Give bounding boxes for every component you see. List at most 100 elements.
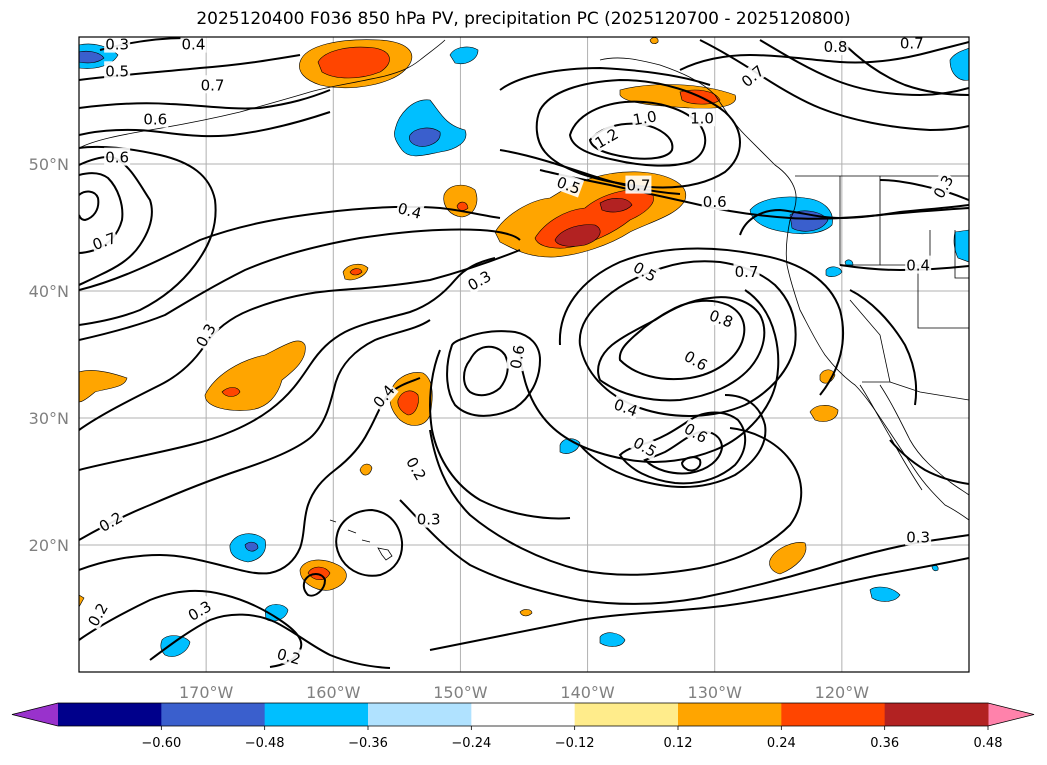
contour-label-bg (822, 37, 849, 56)
pv-contour (149, 613, 391, 669)
axis-tick-labels: 170°W 160°W 150°W 140°W 130°W 120°W 20°N 30°N 40… (29, 155, 870, 702)
pv-contour (79, 145, 217, 326)
contour-label-group: 0.7 (898, 34, 925, 52)
colorbar-tick-label: −0.36 (348, 736, 388, 751)
contour-label-bg (610, 393, 642, 420)
precip-positive-area (79, 594, 85, 608)
pv-contour (588, 122, 674, 160)
lat-tick-label: 20°N (29, 536, 69, 555)
pv-contour (79, 257, 496, 471)
lat-tick-label: 50°N (29, 155, 69, 174)
contour-label-bg (104, 147, 131, 166)
contour-label-bg (736, 60, 768, 91)
colorbar: −0.60 −0.48 −0.36 −0.24 −0.12 0.12 0.24 0.36 0.4… (11, 702, 1035, 751)
contour-label-group: 1.0 (630, 106, 659, 129)
contour-label-bg (629, 432, 662, 461)
colorbar-tick-label: 0.24 (767, 736, 796, 751)
contour-label-group: 0.2 (274, 643, 304, 669)
contour-label-bg (630, 106, 659, 129)
colorbar-segment (678, 703, 782, 726)
precip-positive-area (359, 463, 373, 476)
pv-contour (79, 249, 521, 431)
state-border (849, 299, 891, 383)
lon-tick-label: 170°W (179, 683, 234, 702)
hawaii-islands (329, 519, 393, 561)
pv-contours (79, 37, 969, 669)
contour-label-bg (394, 197, 425, 223)
precip-negative-area (244, 541, 259, 552)
alaska-panhandle-coastline (599, 57, 797, 221)
precip-positive-area (79, 370, 128, 403)
contour-label-bg (142, 109, 169, 128)
precip-negative-area (409, 127, 441, 147)
state-border (839, 176, 881, 266)
contour-label: 1.0 (690, 109, 714, 127)
us-mexico-border (862, 381, 969, 401)
gulf-of-california-coast (879, 384, 969, 496)
north-america-west-coastline (785, 219, 969, 521)
pv-contour (597, 296, 766, 402)
contour-label: 0.4 (181, 36, 205, 54)
pv-contour (578, 260, 797, 417)
colorbar-tick-label: 0.36 (870, 736, 899, 751)
contour-label-bg (274, 643, 304, 668)
precip-positive-area (317, 46, 390, 79)
pv-contour (558, 247, 844, 396)
contour-label-bg (82, 598, 112, 631)
contour-label-group: 0.6 (505, 342, 529, 372)
pv-contour (680, 456, 702, 472)
colorbar-tick-label: −0.60 (141, 736, 181, 751)
lon-tick-label: 120°W (815, 683, 870, 702)
pv-contour (429, 557, 969, 651)
contour-label-group: 0.6 (701, 192, 728, 211)
lon-tick-label: 160°W (306, 683, 361, 702)
state-border (917, 265, 969, 329)
pv-contour (79, 319, 431, 541)
contour-label: 0.5 (105, 62, 129, 80)
colorbar-tick-label: −0.48 (245, 736, 285, 751)
contour-label-group: 0.5 (104, 61, 131, 80)
pv-contour (618, 299, 746, 381)
contour-label-bg (104, 61, 131, 80)
pv-contour (79, 111, 331, 138)
pv-contour (79, 172, 124, 254)
contour-label-group: 0.3 (905, 527, 932, 546)
contour-label-bg (94, 506, 127, 536)
colorbar-segment (574, 703, 679, 726)
pv-contour (79, 205, 501, 291)
precip-positive-area (554, 224, 601, 247)
contour-label-bg (905, 527, 932, 546)
pv-contour (499, 66, 711, 91)
contour-label: 0.6 (507, 344, 529, 371)
pv-contour (568, 100, 707, 167)
baja-coastline (859, 384, 923, 491)
precip-positive-area (456, 201, 469, 211)
contour-label-group: 0.3 (415, 509, 442, 529)
contour-label-group: 0.6 (104, 147, 131, 167)
colorbar-segment (471, 703, 576, 726)
contour-label: 0.6 (703, 193, 727, 211)
pv-contour (79, 228, 521, 341)
contour-label-group: 0.7 (733, 261, 760, 281)
pv-contour (519, 289, 780, 463)
precip-positive-area (649, 37, 659, 45)
contour-label: 0.3 (906, 528, 930, 546)
precip-negative-area (79, 50, 105, 64)
precip-negative-area (825, 266, 843, 277)
contour-label: 0.4 (906, 257, 930, 275)
lon-tick-label: 140°W (560, 683, 615, 702)
pv-contour (429, 349, 571, 520)
pv-contour (839, 39, 969, 96)
pv-contour (579, 394, 767, 488)
contour-label: 1.0 (631, 107, 658, 129)
colorbar-extend-high (988, 703, 1034, 726)
pv-contour (699, 39, 969, 132)
contour-label-bg (680, 345, 712, 375)
contour-label-bg (733, 261, 760, 280)
contour-label-bg (905, 255, 932, 274)
contour-label: 0.7 (900, 34, 924, 52)
precip-positive-area (599, 198, 633, 213)
colorbar-outline (11, 702, 1035, 727)
contour-label-group: 0.4 (905, 255, 932, 275)
